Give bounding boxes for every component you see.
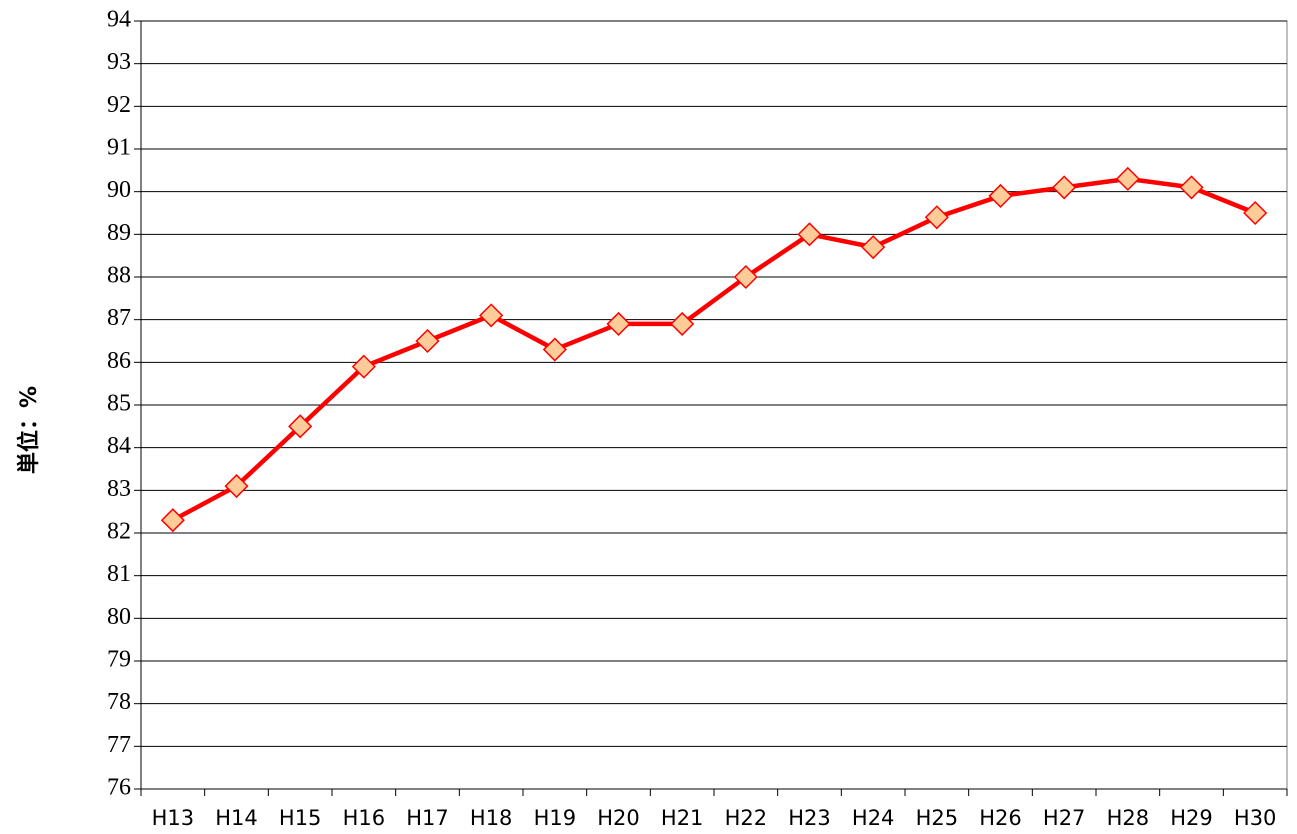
- marker: [988, 183, 1013, 208]
- x-tick-label: H15: [279, 806, 322, 830]
- y-tick-label: 89: [107, 220, 131, 246]
- marker: [351, 354, 376, 379]
- x-tick-label: H28: [1107, 806, 1150, 830]
- y-tick-label: 88: [107, 263, 131, 289]
- y-tick-label: 91: [107, 135, 131, 161]
- x-tick-label: H13: [152, 806, 195, 830]
- y-tick-label: 87: [107, 305, 131, 331]
- marker: [224, 474, 249, 499]
- y-tick-label: 94: [107, 7, 131, 33]
- x-tick-label: H23: [788, 806, 831, 830]
- marker: [1115, 166, 1140, 191]
- y-tick-label: 85: [107, 391, 131, 417]
- marker: [861, 235, 886, 260]
- marker: [542, 337, 567, 362]
- marker: [160, 508, 185, 533]
- x-tick-label: H19: [534, 806, 577, 830]
- x-tick-label: H26: [979, 806, 1022, 830]
- y-tick-label: 93: [107, 49, 131, 75]
- x-tick-label: H29: [1170, 806, 1213, 830]
- marker: [924, 205, 949, 230]
- x-tick-label: H24: [852, 806, 895, 830]
- y-tick-label: 83: [107, 476, 131, 502]
- x-tick-label: H18: [470, 806, 513, 830]
- y-tick-label: 81: [107, 561, 131, 587]
- y-tick-label: 76: [107, 775, 131, 801]
- x-tick-label: H22: [725, 806, 768, 830]
- marker: [797, 222, 822, 247]
- x-tick-label: H27: [1043, 806, 1086, 830]
- marker: [606, 311, 631, 336]
- x-tick-label: H25: [916, 806, 959, 830]
- marker: [1243, 200, 1268, 226]
- y-tick-label: 80: [107, 604, 131, 630]
- y-tick-label: 86: [107, 348, 131, 374]
- marker: [288, 414, 313, 439]
- y-tick-label: 82: [107, 519, 131, 545]
- y-tick-label: 78: [107, 689, 131, 715]
- x-tick-label: H20: [597, 806, 640, 830]
- x-tick-label: H21: [661, 806, 704, 830]
- marker: [479, 303, 504, 328]
- marker: [1179, 175, 1204, 200]
- x-tick-label: H16: [343, 806, 386, 830]
- y-axis-label: 単位：%: [16, 386, 42, 474]
- y-tick-label: 92: [107, 92, 131, 118]
- y-tick-label: 90: [107, 177, 131, 203]
- x-tick-label: H17: [406, 806, 449, 830]
- marker: [670, 311, 695, 336]
- x-tick-label: H30: [1234, 806, 1277, 830]
- y-tick-label: 84: [107, 433, 131, 459]
- y-tick-label: 79: [107, 647, 131, 673]
- marker: [733, 264, 758, 290]
- marker: [1052, 175, 1077, 200]
- y-tick-label: 77: [107, 732, 131, 758]
- marker: [415, 328, 440, 354]
- x-tick-label: H14: [215, 806, 258, 830]
